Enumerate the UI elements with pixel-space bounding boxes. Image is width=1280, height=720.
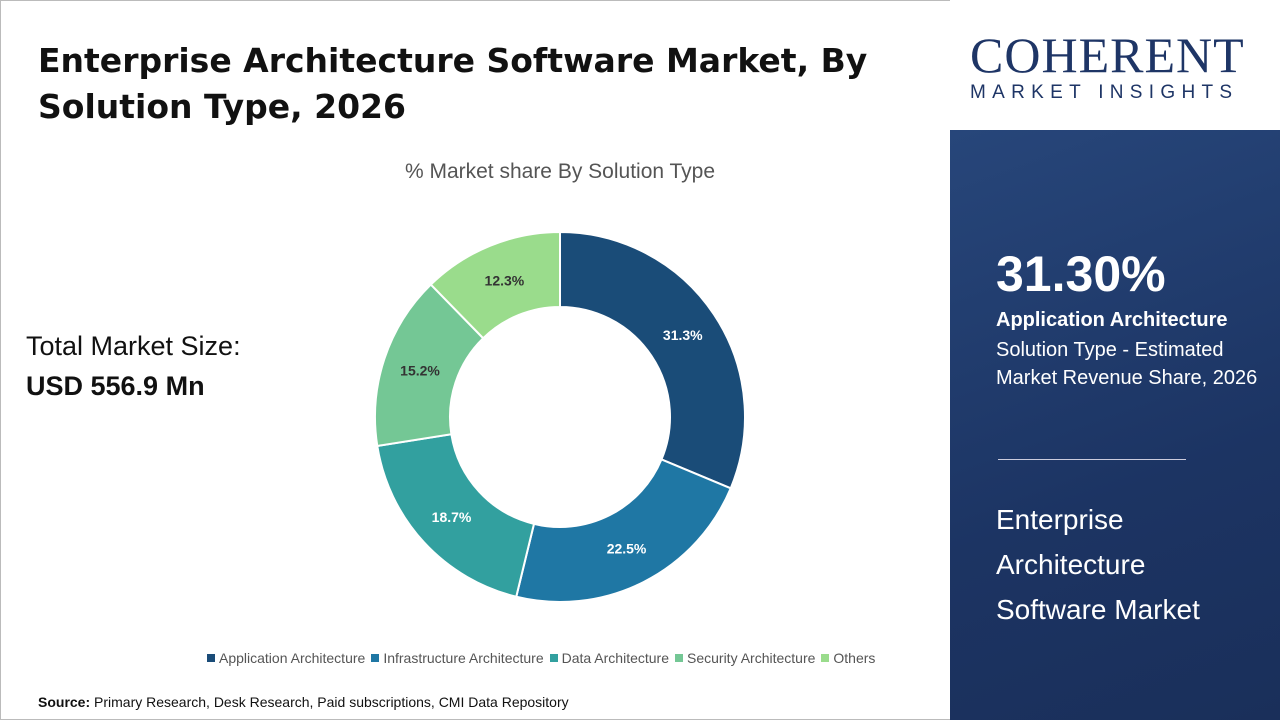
legend-swatch <box>675 654 683 662</box>
highlight-description: Solution Type - Estimated Market Revenue… <box>996 339 1258 389</box>
legend-item: Others <box>821 650 875 666</box>
page-title: Enterprise Architecture Software Market,… <box>38 41 868 126</box>
legend-swatch <box>549 654 558 662</box>
legend-item: Application Architecture <box>207 650 365 666</box>
logo-sub: MARKET INSIGHTS <box>970 82 1239 103</box>
highlight-panel <box>950 130 1280 720</box>
legend-swatch <box>207 654 215 662</box>
data-label: 15.2% <box>400 363 440 379</box>
divider <box>998 459 1186 460</box>
legend-swatch <box>821 654 830 662</box>
highlight-percent: 31.30% <box>996 246 1166 302</box>
highlight-segment: Application Architecture <box>996 309 1228 331</box>
data-label: 31.3% <box>663 327 703 343</box>
total-market-size: Total Market Size: USD 556.9 Mn <box>26 326 241 406</box>
source-text: Primary Research, Desk Research, Paid su… <box>94 694 569 710</box>
donut-slice-others <box>429 230 561 340</box>
logo: COHERENT MARKET INSIGHTS <box>970 30 1270 104</box>
total-label: Total Market Size: <box>26 331 241 361</box>
donut-slice-infrastructure-architecture <box>515 458 733 603</box>
logo-main: COHERENT <box>970 27 1245 83</box>
data-label: 18.7% <box>432 509 472 525</box>
donut-slice-data-architecture <box>376 433 536 598</box>
legend-item: Security Architecture <box>675 650 815 666</box>
market-name: Enterprise Architecture Software Market <box>996 504 1200 625</box>
legend-swatch <box>371 654 380 662</box>
data-label: 12.3% <box>485 272 525 288</box>
source-label: Source: <box>38 694 91 710</box>
legend-item: Data Architecture <box>549 650 669 666</box>
legend-item: Infrastructure Architecture <box>371 650 544 666</box>
donut-slice-application-architecture <box>559 230 746 490</box>
chart-legend: Application Architecture Infrastructure A… <box>207 650 875 666</box>
source-note: Source: Primary Research, Desk Research,… <box>38 694 569 710</box>
chart-title: % Market share By Solution Type <box>404 160 716 183</box>
donut-chart: 31.3% 22.5% 18.7% 15.2% 12.3% <box>374 230 746 603</box>
total-value: USD 556.9 Mn <box>26 371 205 401</box>
data-label: 22.5% <box>607 541 647 557</box>
